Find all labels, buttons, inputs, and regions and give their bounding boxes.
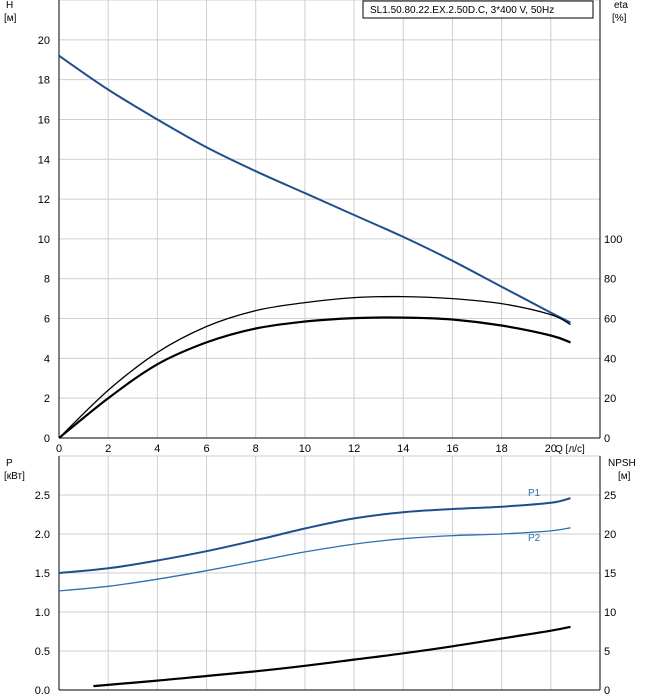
bottom-left-tick-label: 2.0 [35, 529, 50, 541]
top-left-tick-label: 18 [38, 75, 50, 87]
series-label-p2: P2 [528, 533, 541, 544]
top-left-tick-label: 8 [44, 274, 50, 286]
bottom-grid [58, 455, 601, 691]
bottom-series-curve-1 [58, 527, 571, 592]
top-right-tick-label: 0 [604, 433, 610, 445]
bottom-left-axis-unit: [кВт] [4, 471, 25, 482]
bottom-right-tick-label: 10 [604, 607, 616, 619]
top-x-tick-label: 20 [545, 443, 557, 455]
top-left-tick-label: 14 [38, 154, 50, 166]
top-x-tick-label: 6 [203, 443, 209, 455]
bottom-right-tick-label: 5 [604, 646, 610, 658]
top-right-axis-name: eta [614, 0, 628, 11]
top-x-tick-label: 10 [299, 443, 311, 455]
top-series-curve-2 [58, 316, 571, 439]
bottom-tick-labels: 0.0 0.5 1.0 1.5 2.0 2.5 0 5 10 15 20 25 [35, 490, 617, 697]
top-x-tick-label: 4 [154, 443, 160, 455]
top-left-tick-label: 12 [38, 194, 50, 206]
top-x-tick-label: 14 [397, 443, 409, 455]
bottom-series-curve-0 [58, 497, 571, 574]
top-x-tick-label: 16 [446, 443, 458, 455]
top-x-tick-label: 0 [56, 443, 62, 455]
top-curves [58, 54, 571, 439]
top-right-tick-label: 100 [604, 234, 622, 246]
top-left-tick-label: 4 [44, 353, 50, 365]
x-axis-label: Q [л/с] [555, 444, 585, 455]
bottom-right-tick-label: 0 [604, 685, 610, 697]
bottom-curves [58, 497, 571, 688]
top-x-tick-label: 2 [105, 443, 111, 455]
top-left-tick-label: 20 [38, 35, 50, 47]
top-right-axis-unit: [%] [612, 13, 627, 24]
bottom-right-axis-unit: [м] [618, 471, 631, 482]
top-left-tick-label: 0 [44, 433, 50, 445]
top-tick-labels: 0 2 4 6 8 10 12 14 16 18 20 0 20 40 60 80 100 0 2 4 6 8 10 12 14… [38, 35, 623, 455]
bottom-left-axis-name: P [6, 458, 13, 469]
bottom-left-tick-label: 0.0 [35, 685, 50, 697]
bottom-left-tick-label: 1.5 [35, 568, 50, 580]
top-x-tick-label: 12 [348, 443, 360, 455]
top-right-tick-label: 40 [604, 353, 616, 365]
bottom-left-tick-label: 1.0 [35, 607, 50, 619]
bottom-right-tick-label: 25 [604, 490, 616, 502]
top-grid [58, 0, 601, 439]
bottom-right-axis-name: NPSH [608, 458, 636, 469]
series-label-p1: P1 [528, 488, 541, 499]
top-left-tick-label: 6 [44, 314, 50, 326]
chart-title: SL1.50.80.22.EX.2.50D.C, 3*400 V, 50Hz [370, 5, 554, 16]
top-left-tick-label: 10 [38, 234, 50, 246]
top-left-axis-unit: [м] [4, 13, 17, 24]
top-right-tick-label: 60 [604, 314, 616, 326]
top-left-axis-name: H [6, 0, 13, 11]
bottom-series-curve-2 [93, 625, 571, 688]
title-box [362, 0, 594, 19]
top-right-tick-label: 20 [604, 393, 616, 405]
bottom-left-tick-label: 2.5 [35, 490, 50, 502]
top-x-tick-label: 18 [496, 443, 508, 455]
top-series-curve-0 [58, 54, 571, 324]
bottom-right-tick-label: 15 [604, 568, 616, 580]
top-x-tick-label: 8 [253, 443, 259, 455]
top-left-tick-label: 2 [44, 393, 50, 405]
bottom-left-tick-label: 0.5 [35, 646, 50, 658]
bottom-right-tick-label: 20 [604, 529, 616, 541]
top-right-tick-label: 80 [604, 274, 616, 286]
top-series-curve-1 [58, 295, 571, 439]
top-left-tick-label: 16 [38, 114, 50, 126]
